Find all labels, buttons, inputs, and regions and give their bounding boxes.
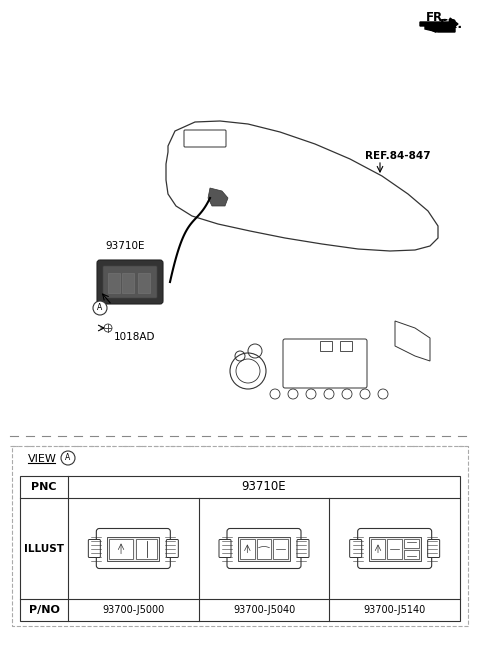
- Bar: [109, 539, 133, 558]
- Bar: [240, 539, 255, 558]
- Text: PNC: PNC: [31, 482, 57, 492]
- Bar: [108, 537, 159, 560]
- FancyBboxPatch shape: [349, 539, 361, 558]
- Bar: [238, 537, 290, 560]
- Text: 93700-J5140: 93700-J5140: [363, 605, 426, 615]
- Bar: [136, 539, 157, 558]
- Bar: [387, 539, 402, 558]
- Text: 93710E: 93710E: [105, 241, 144, 251]
- FancyBboxPatch shape: [297, 539, 309, 558]
- Bar: [122, 273, 134, 293]
- Text: A: A: [97, 304, 103, 312]
- Bar: [404, 539, 419, 548]
- FancyBboxPatch shape: [103, 266, 157, 298]
- FancyBboxPatch shape: [97, 260, 163, 304]
- FancyBboxPatch shape: [227, 529, 301, 569]
- Text: ILLUST: ILLUST: [24, 544, 64, 554]
- Bar: [273, 539, 288, 558]
- Polygon shape: [420, 18, 458, 30]
- Text: A: A: [65, 453, 71, 462]
- Text: 93700-J5040: 93700-J5040: [233, 605, 295, 615]
- FancyBboxPatch shape: [358, 529, 432, 569]
- Bar: [257, 539, 271, 558]
- Polygon shape: [166, 121, 438, 251]
- Polygon shape: [208, 188, 228, 206]
- Text: 93710E: 93710E: [242, 480, 286, 493]
- Text: VIEW: VIEW: [28, 454, 57, 464]
- Bar: [371, 539, 385, 558]
- Circle shape: [93, 301, 107, 315]
- Circle shape: [61, 451, 75, 465]
- Text: REF.84-847: REF.84-847: [365, 151, 431, 161]
- Bar: [340, 341, 352, 351]
- FancyBboxPatch shape: [96, 529, 170, 569]
- FancyBboxPatch shape: [219, 539, 231, 558]
- Text: 1018AD: 1018AD: [114, 332, 156, 342]
- Bar: [404, 550, 419, 558]
- Bar: [138, 273, 150, 293]
- FancyBboxPatch shape: [88, 539, 100, 558]
- Text: FR.: FR.: [426, 11, 448, 24]
- Bar: [369, 537, 420, 560]
- Polygon shape: [425, 26, 455, 32]
- Text: FR.: FR.: [440, 18, 463, 31]
- Text: 93700-J5000: 93700-J5000: [102, 605, 165, 615]
- Text: P/NO: P/NO: [29, 605, 60, 615]
- FancyBboxPatch shape: [167, 539, 179, 558]
- Bar: [108, 273, 120, 293]
- Bar: [320, 341, 332, 351]
- Bar: [20, 476, 460, 621]
- FancyBboxPatch shape: [428, 539, 440, 558]
